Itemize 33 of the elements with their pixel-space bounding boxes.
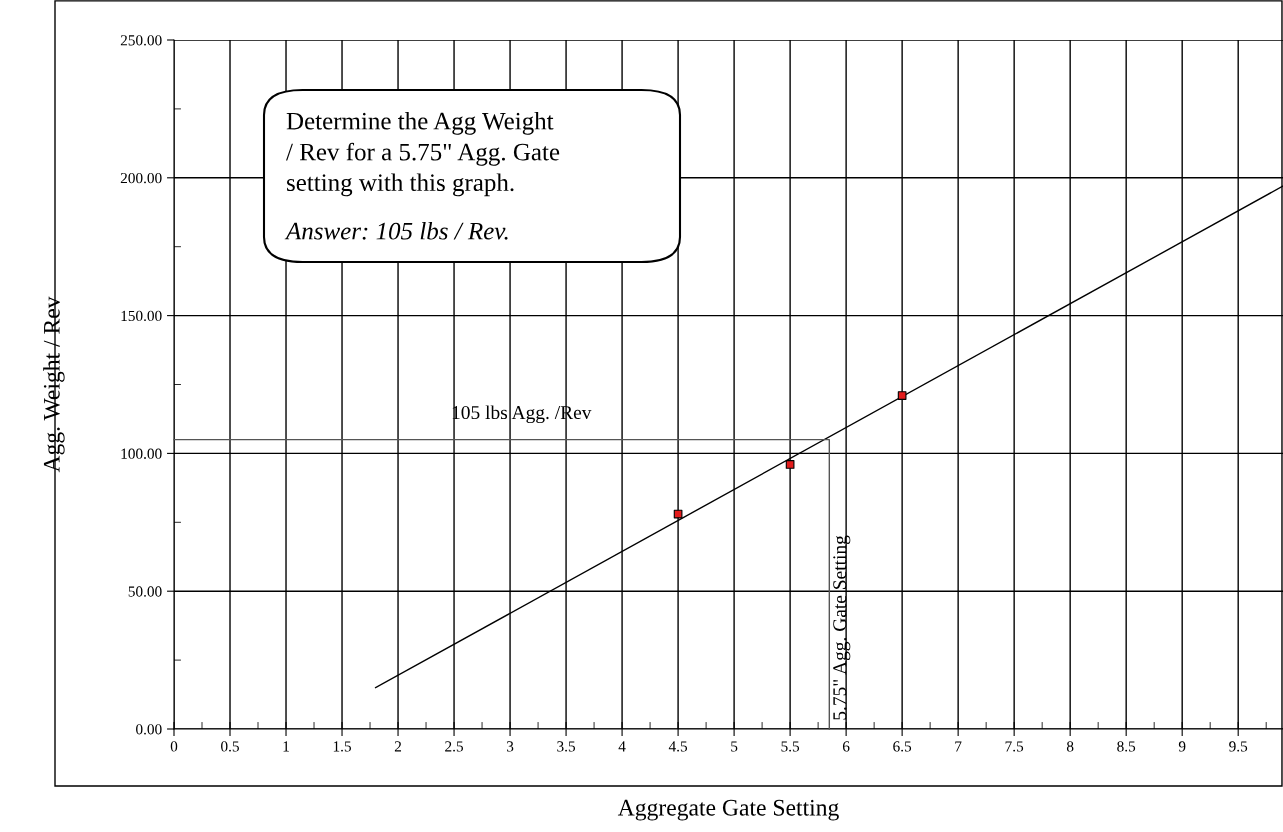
x-tick-label: 9.5 xyxy=(1229,741,1248,752)
x-tick-label: 4.5 xyxy=(668,741,688,752)
x-axis-title: Aggregate Gate Setting xyxy=(617,799,839,821)
x-tick-label: 8 xyxy=(1066,741,1074,752)
y-tick-label: 200.00 xyxy=(120,172,162,184)
x-tick-label: 8.5 xyxy=(1117,741,1136,752)
y-axis-title: Agg. Weight / Rev xyxy=(43,296,65,473)
x-tick-label: 1.5 xyxy=(333,741,351,752)
point xyxy=(785,460,795,469)
x-tick-label: 7.5 xyxy=(1005,741,1024,752)
x-tick-label: 3 xyxy=(506,741,514,752)
x-tick-label: 7 xyxy=(955,741,962,752)
annotation: Answer: 105 lbs / Rev. xyxy=(284,222,508,240)
x-tick-label: 0 xyxy=(170,741,178,752)
y-tick-label: 100.00 xyxy=(121,448,162,459)
annotation: Determine the Agg Weight / Rev for a 5.75" Agg. Gate setting with this graph. xyxy=(286,112,560,197)
y-tick-label: 250.00 xyxy=(120,35,162,46)
y-tick-label: 150.00 xyxy=(121,310,162,322)
x-tick-label: 6 xyxy=(842,741,850,752)
y-tick-label: 0.00 xyxy=(136,724,162,735)
x-tick-label: 2.5 xyxy=(445,741,463,752)
x-tick-label: 5 xyxy=(731,741,738,752)
x-tick-label: 9 xyxy=(1178,741,1186,752)
x-tick-label: 0.5 xyxy=(221,741,239,752)
point xyxy=(897,391,907,400)
annotation: 5.75" Agg. Gate Setting xyxy=(833,535,851,720)
x-tick-label: 3.5 xyxy=(557,741,576,752)
x-tick-label: 1 xyxy=(283,741,289,752)
x-tick-label: 2 xyxy=(394,741,402,752)
y-tick-label: 50.00 xyxy=(128,586,162,597)
x-tick-label: 6.5 xyxy=(893,741,912,752)
x-tick-label: 4 xyxy=(618,741,626,752)
x-tick-label: 5.5 xyxy=(781,741,800,752)
